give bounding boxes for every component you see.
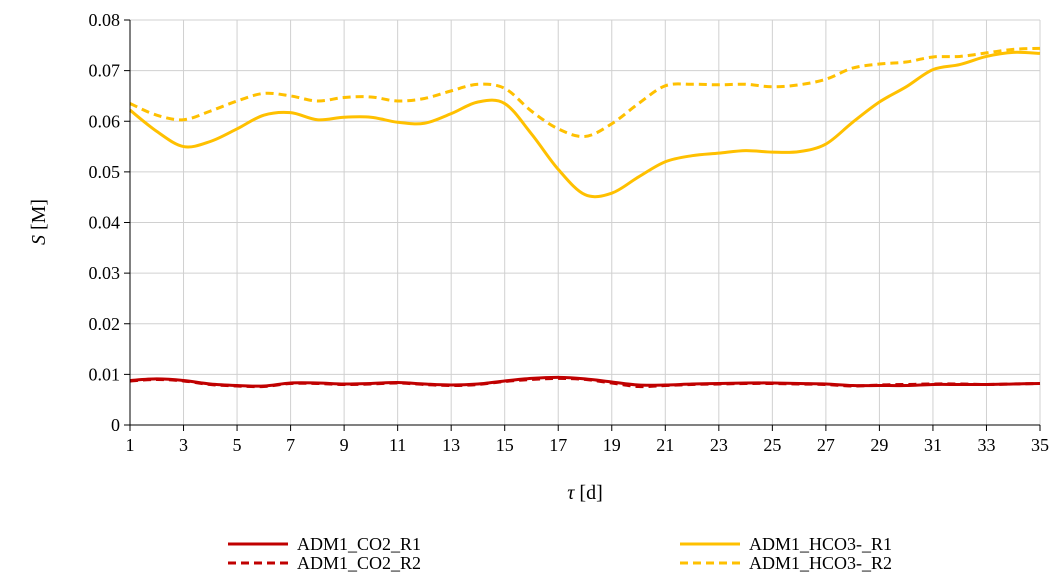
y-tick-label: 0.02	[89, 314, 121, 334]
legend-label: ADM1_HCO3-_R2	[749, 553, 892, 573]
x-tick-label: 3	[179, 435, 188, 455]
x-tick-label: 23	[710, 435, 728, 455]
x-tick-label: 7	[286, 435, 295, 455]
x-tick-labels: 1 3 5 7 9 11 13 15 17 19 21 23 25 27 29 31 33 35	[126, 435, 1050, 455]
gridlines	[130, 19, 1041, 425]
x-tick-label: 33	[977, 435, 995, 455]
legend-label: ADM1_CO2_R2	[297, 553, 421, 573]
x-tick-label: 29	[870, 435, 888, 455]
x-axis-label: τ [d]	[567, 482, 603, 504]
series-lines	[129, 46, 1041, 389]
y-tick-label: 0	[111, 415, 120, 435]
x-tick-label: 25	[763, 435, 781, 455]
x-tick-label: 1	[126, 435, 135, 455]
x-tick-label: 19	[603, 435, 621, 455]
y-tick-label: 0.06	[89, 111, 121, 131]
y-tick-label: 0.01	[89, 364, 121, 384]
y-tick-label: 0.05	[89, 162, 121, 182]
x-tick-label: 15	[496, 435, 514, 455]
y-tick-label: 0.04	[89, 213, 121, 233]
x-tick-label: 5	[233, 435, 242, 455]
legend-label: ADM1_HCO3-_R1	[749, 534, 892, 554]
series-line-adm1-hco3-r1	[129, 50, 1041, 199]
x-tick-label: 13	[442, 435, 460, 455]
x-tick-label: 9	[340, 435, 349, 455]
y-tick-labels: 0 0.01 0.02 0.03 0.04 0.05 0.06 0.07 0.08	[89, 10, 121, 435]
series-line-adm1-hco3-r2	[129, 46, 1041, 139]
x-tick-label: 31	[924, 435, 942, 455]
y-tick-label: 0.08	[89, 10, 121, 30]
y-tick-label: 0.07	[89, 61, 121, 81]
series-line-adm1-co2-r2	[129, 376, 1041, 389]
x-tick-label: 27	[817, 435, 835, 455]
x-tick-label: 35	[1031, 435, 1049, 455]
x-tick-label: 17	[549, 435, 567, 455]
x-tick-label: 11	[389, 435, 406, 455]
y-tick-label: 0.03	[89, 263, 121, 283]
axes	[124, 19, 1041, 431]
y-axis-label: S [M]	[28, 199, 50, 245]
x-tick-label: 21	[656, 435, 674, 455]
legend-label: ADM1_CO2_R1	[297, 534, 421, 554]
